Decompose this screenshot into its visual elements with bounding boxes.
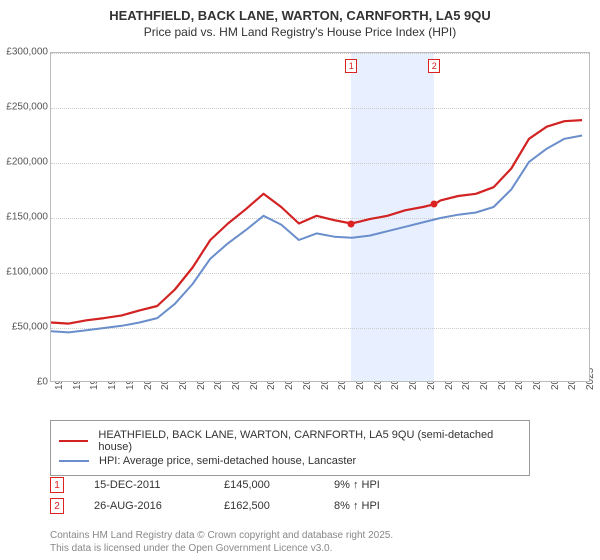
chart-container: HEATHFIELD, BACK LANE, WARTON, CARNFORTH… xyxy=(0,0,600,560)
y-tick-label: £150,000 xyxy=(2,212,48,223)
footer-line: This data is licensed under the Open Gov… xyxy=(50,542,393,555)
sale-delta: 8% ↑ HPI xyxy=(334,500,380,512)
y-tick-label: £50,000 xyxy=(2,322,48,333)
legend-swatch-icon xyxy=(59,460,89,462)
sale-delta: 9% ↑ HPI xyxy=(334,479,380,491)
legend-label: HPI: Average price, semi-detached house,… xyxy=(99,455,356,467)
sale-row: 1 15-DEC-2011 £145,000 9% ↑ HPI xyxy=(50,477,380,493)
legend: HEATHFIELD, BACK LANE, WARTON, CARNFORTH… xyxy=(50,420,530,476)
legend-row: HPI: Average price, semi-detached house,… xyxy=(59,455,521,467)
legend-swatch-icon xyxy=(59,440,88,442)
footer-line: Contains HM Land Registry data © Crown c… xyxy=(50,529,393,542)
series-line xyxy=(51,136,582,333)
chart-subtitle: Price paid vs. HM Land Registry's House … xyxy=(10,25,590,39)
legend-row: HEATHFIELD, BACK LANE, WARTON, CARNFORTH… xyxy=(59,429,521,453)
y-tick-label: £0 xyxy=(2,377,48,388)
sale-dot-icon xyxy=(348,220,355,227)
sales-list: 1 15-DEC-2011 £145,000 9% ↑ HPI 2 26-AUG… xyxy=(50,472,380,519)
sale-dot-icon xyxy=(431,201,438,208)
attribution-footer: Contains HM Land Registry data © Crown c… xyxy=(50,529,393,555)
sale-badge-icon: 2 xyxy=(50,498,64,514)
sale-date: 26-AUG-2016 xyxy=(94,500,194,512)
series-line xyxy=(51,120,582,324)
y-tick-label: £250,000 xyxy=(2,102,48,113)
sale-date: 15-DEC-2011 xyxy=(94,479,194,491)
y-tick-label: £300,000 xyxy=(2,47,48,58)
sale-price: £162,500 xyxy=(224,500,304,512)
title-block: HEATHFIELD, BACK LANE, WARTON, CARNFORTH… xyxy=(0,0,600,41)
line-plot-svg xyxy=(51,53,590,382)
sale-badge-icon: 1 xyxy=(50,477,64,493)
y-tick-label: £200,000 xyxy=(2,157,48,168)
chart-title: HEATHFIELD, BACK LANE, WARTON, CARNFORTH… xyxy=(10,8,590,23)
legend-label: HEATHFIELD, BACK LANE, WARTON, CARNFORTH… xyxy=(98,429,521,453)
y-tick-label: £100,000 xyxy=(2,267,48,278)
sale-marker-label: 2 xyxy=(428,59,440,73)
sale-price: £145,000 xyxy=(224,479,304,491)
sale-marker-label: 1 xyxy=(345,59,357,73)
plot-area: 12 xyxy=(50,52,590,382)
sale-row: 2 26-AUG-2016 £162,500 8% ↑ HPI xyxy=(50,498,380,514)
